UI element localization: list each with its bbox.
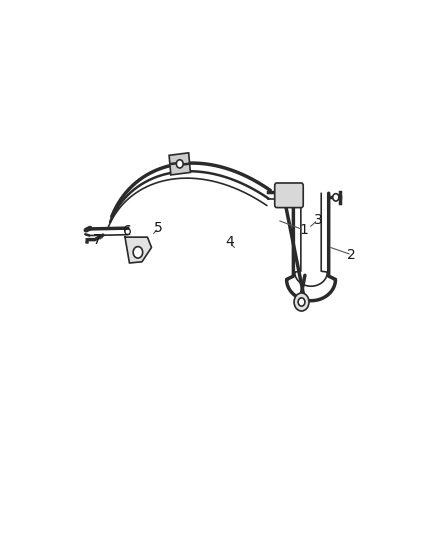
Polygon shape bbox=[125, 237, 152, 263]
Text: 7: 7 bbox=[93, 233, 102, 247]
Text: 4: 4 bbox=[225, 236, 234, 249]
FancyBboxPatch shape bbox=[275, 183, 303, 207]
Circle shape bbox=[333, 193, 339, 201]
Circle shape bbox=[294, 293, 309, 311]
Text: 5: 5 bbox=[154, 221, 162, 235]
Text: 6: 6 bbox=[123, 224, 132, 238]
Bar bbox=[169, 153, 191, 175]
Text: 3: 3 bbox=[314, 213, 322, 227]
Circle shape bbox=[177, 160, 183, 168]
Text: 2: 2 bbox=[347, 248, 356, 262]
Text: 1: 1 bbox=[300, 223, 309, 237]
Circle shape bbox=[298, 298, 305, 306]
Circle shape bbox=[133, 247, 143, 258]
